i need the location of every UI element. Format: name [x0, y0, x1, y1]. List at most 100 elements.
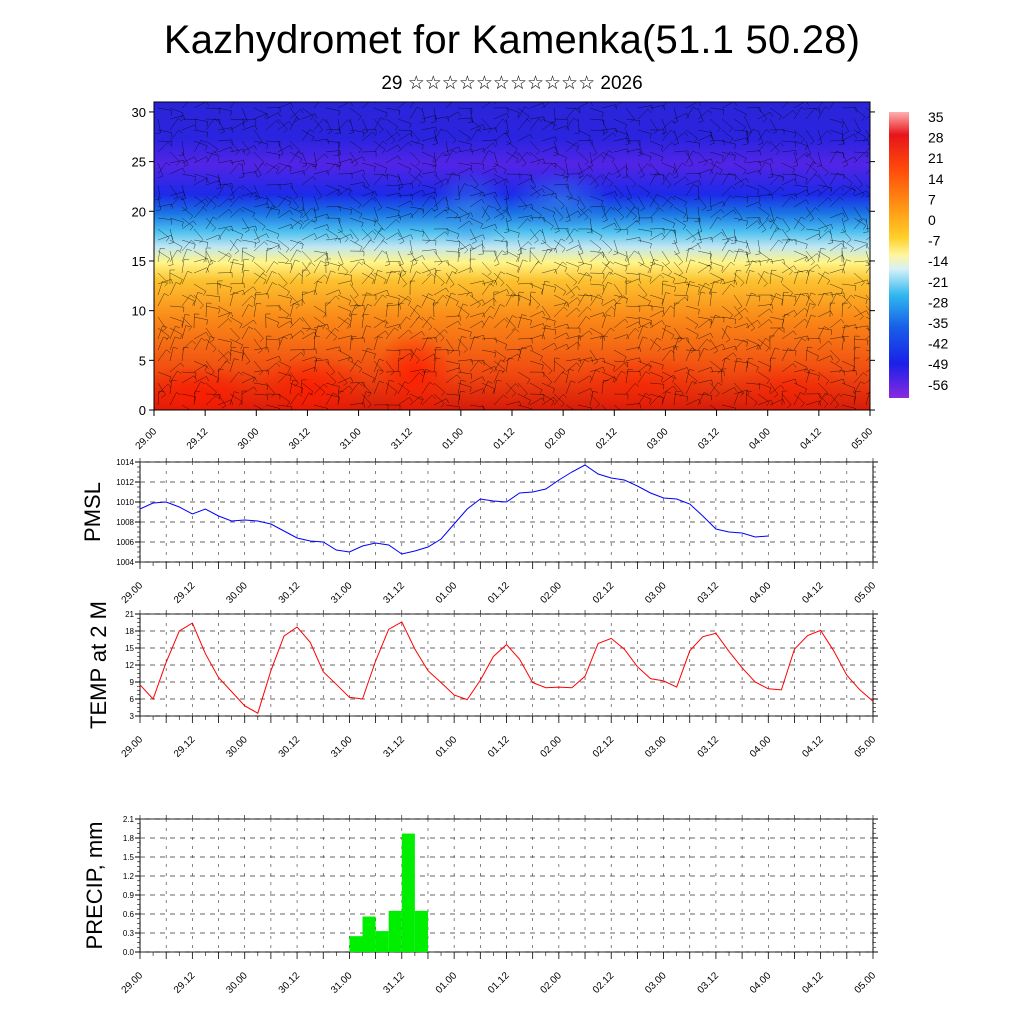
- colorbar-label: 14: [928, 171, 944, 187]
- precip-y-tick-label: 1.5: [123, 853, 135, 862]
- temp-x-tick-label: 04.00: [748, 734, 774, 760]
- pmsl-y-tick-label: 1012: [116, 478, 134, 487]
- precip-y-tick-label: 0.9: [123, 891, 135, 900]
- pmsl-y-tick-label: 1014: [116, 458, 134, 467]
- temp-series-line: [139, 621, 874, 714]
- cs-x-tick-label: 01.00: [441, 426, 467, 452]
- temp-x-tick-label: 29.12: [172, 734, 198, 760]
- colorbar-label: -7: [928, 233, 941, 249]
- colorbar-label: -14: [928, 253, 948, 269]
- temp-panel: 3 6 9 12 15 18 21 29.00 29.12 30.00 30.12 31.00 31.1…: [86, 601, 878, 760]
- pmsl-y-tick-label: 1010: [116, 498, 134, 507]
- temp-x-tick-label: 03.00: [643, 734, 669, 760]
- precip-y-tick-label: 1.2: [123, 872, 135, 881]
- precip-x-tick-label: 04.12: [800, 970, 826, 996]
- temp-x-tick-label: 02.00: [539, 734, 565, 760]
- pmsl-x-tick-label: 31.12: [381, 580, 407, 606]
- colorbar-label: -56: [928, 377, 948, 393]
- temp-y-tick-label: 12: [125, 661, 134, 670]
- cs-y-tick-label: 30: [132, 105, 146, 120]
- pmsl-panel: 1004 1006 1008 1010 1012 1014 29.00 29.12 30.00 3…: [80, 458, 878, 606]
- pmsl-frame: [139, 461, 874, 563]
- cs-x-tick-label: 03.12: [696, 426, 722, 452]
- colorbar: 35 28 21 14 7 0 -7 -14 -21 -28 -35 -42 -49 -56: [889, 109, 948, 398]
- cs-x-tick-label: 04.00: [747, 426, 773, 452]
- colorbar-label: -35: [928, 315, 948, 331]
- colorbar-label: 21: [928, 150, 944, 166]
- precip-bar: [349, 936, 363, 952]
- pmsl-x-tick-label: 31.00: [329, 580, 355, 606]
- temp-x-tick-label: 05.00: [853, 734, 879, 760]
- colorbar-gradient: [889, 112, 909, 398]
- pmsl-x-tick-label: 29.12: [172, 580, 198, 606]
- colorbar-label: -42: [928, 336, 948, 352]
- cs-x-tick-label: 01.12: [492, 426, 518, 452]
- precip-x-tick-label: 03.12: [696, 970, 722, 996]
- cs-x-tick-label: 31.12: [389, 426, 415, 452]
- pmsl-x-tick-label: 29.00: [120, 580, 146, 606]
- cs-x-tick-label: 30.12: [287, 426, 313, 452]
- cs-y-tick-label: 20: [132, 204, 146, 219]
- precip-y-tick-label: 0.3: [123, 929, 135, 938]
- colorbar-label: -49: [928, 356, 948, 372]
- precip-y-tick-label: 0.0: [123, 948, 135, 957]
- pmsl-y-axis-label: PMSL: [80, 482, 105, 542]
- temp-y-axis-label: TEMP at 2 M: [86, 601, 111, 729]
- precip-bar: [362, 916, 376, 952]
- pmsl-x-tick-label: 03.00: [643, 580, 669, 606]
- pmsl-x-tick-label: 04.00: [748, 580, 774, 606]
- cross-section-panel: 0 5 10 15 20 25 30 29.00 29.12 30.00 30.12 31.00 31.…: [132, 101, 876, 452]
- precip-panel: 0.0 0.3 0.6 0.9 1.2 1.5 1.8 2.1 29.00 29.12 30.00 3…: [82, 815, 878, 996]
- cs-x-tick-label: 05.00: [850, 426, 876, 452]
- temp-x-tick-label: 02.12: [591, 734, 617, 760]
- temp-x-tick-label: 03.12: [696, 734, 722, 760]
- colorbar-label: 35: [928, 109, 944, 125]
- precip-x-tick-label: 02.00: [539, 970, 565, 996]
- cs-y-tick-label: 0: [139, 403, 146, 418]
- cs-y-tick-label: 10: [132, 304, 146, 319]
- temp-y-tick-label: 15: [125, 644, 134, 653]
- precip-x-tick-label: 01.12: [486, 970, 512, 996]
- precip-y-axis-label: PRECIP, mm: [82, 822, 107, 950]
- temp-x-tick-label: 31.00: [329, 734, 355, 760]
- precip-x-tick-label: 31.00: [329, 970, 355, 996]
- temp-x-tick-label: 01.12: [486, 734, 512, 760]
- cs-x-tick-label: 03.00: [645, 426, 671, 452]
- temp-y-tick-label: 21: [125, 610, 134, 619]
- temp-x-tick-label: 30.00: [224, 734, 250, 760]
- precip-bar: [414, 910, 428, 952]
- precip-x-tick-label: 29.12: [172, 970, 198, 996]
- colorbar-label: 0: [928, 212, 936, 228]
- pmsl-x-tick-label: 04.12: [800, 580, 826, 606]
- precip-bar: [388, 910, 402, 952]
- cs-x-tick-label: 29.12: [185, 426, 211, 452]
- temp-x-tick-label: 30.12: [277, 734, 303, 760]
- precip-x-tick-label: 04.00: [748, 970, 774, 996]
- pmsl-y-tick-label: 1008: [116, 518, 134, 527]
- precip-x-tick-label: 30.00: [224, 970, 250, 996]
- cs-x-tick-label: 04.12: [799, 426, 825, 452]
- temp-x-tick-label: 04.12: [800, 734, 826, 760]
- colorbar-label: 7: [928, 191, 936, 207]
- pmsl-x-tick-label: 30.00: [224, 580, 250, 606]
- precip-y-tick-label: 1.8: [123, 834, 135, 843]
- cs-y-tick-label: 25: [132, 155, 146, 170]
- pmsl-x-tick-label: 05.00: [853, 580, 879, 606]
- cs-y-tick-label: 15: [132, 254, 146, 269]
- colorbar-label: -21: [928, 274, 948, 290]
- page-title: Kazhydromet for Kamenka(51.1 50.28): [163, 18, 861, 62]
- precip-x-tick-label: 29.00: [120, 970, 146, 996]
- pmsl-y-tick-label: 1004: [116, 558, 134, 567]
- precip-x-tick-label: 03.00: [643, 970, 669, 996]
- cs-x-tick-label: 02.12: [594, 426, 620, 452]
- temp-y-tick-label: 3: [130, 712, 135, 721]
- cs-x-tick-label: 31.00: [338, 426, 364, 452]
- temp-y-tick-label: 9: [130, 678, 135, 687]
- cs-y-tick-label: 5: [139, 353, 146, 368]
- cs-x-tick-label: 29.00: [134, 426, 160, 452]
- pmsl-x-tick-label: 02.12: [591, 580, 617, 606]
- temp-x-tick-label: 01.00: [434, 734, 460, 760]
- pmsl-x-tick-label: 01.00: [434, 580, 460, 606]
- precip-y-tick-label: 2.1: [123, 815, 135, 824]
